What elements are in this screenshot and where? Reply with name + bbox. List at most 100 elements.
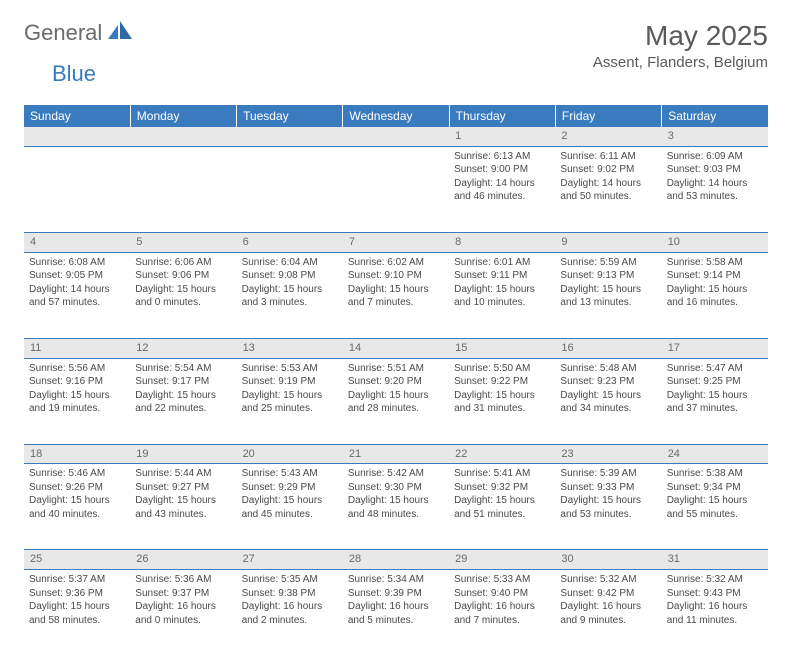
day-cell-text: Sunrise: 5:32 AMSunset: 9:43 PMDaylight:… xyxy=(667,573,763,627)
day-number: 5 xyxy=(130,232,236,252)
day-header: Tuesday xyxy=(237,105,343,127)
day-number: 12 xyxy=(130,338,236,358)
day-cell-text: Sunrise: 5:39 AMSunset: 9:33 PMDaylight:… xyxy=(560,467,656,521)
week-row: Sunrise: 5:56 AMSunset: 9:16 PMDaylight:… xyxy=(24,358,768,444)
day-cell: Sunrise: 5:38 AMSunset: 9:34 PMDaylight:… xyxy=(662,464,768,550)
day-cell: Sunrise: 5:33 AMSunset: 9:40 PMDaylight:… xyxy=(449,570,555,656)
day-cell-text: Sunrise: 6:08 AMSunset: 9:05 PMDaylight:… xyxy=(29,256,125,310)
day-cell: Sunrise: 5:44 AMSunset: 9:27 PMDaylight:… xyxy=(130,464,236,550)
day-cell: Sunrise: 5:35 AMSunset: 9:38 PMDaylight:… xyxy=(237,570,343,656)
day-cell: Sunrise: 6:13 AMSunset: 9:00 PMDaylight:… xyxy=(449,146,555,232)
day-number: 10 xyxy=(662,232,768,252)
day-number-row: 18192021222324 xyxy=(24,444,768,464)
day-cell-text: Sunrise: 5:46 AMSunset: 9:26 PMDaylight:… xyxy=(29,467,125,521)
day-number: 28 xyxy=(343,550,449,570)
day-number: 6 xyxy=(237,232,343,252)
day-header: Sunday xyxy=(24,105,130,127)
day-cell: Sunrise: 5:36 AMSunset: 9:37 PMDaylight:… xyxy=(130,570,236,656)
day-cell: Sunrise: 5:32 AMSunset: 9:42 PMDaylight:… xyxy=(555,570,661,656)
week-row: Sunrise: 5:37 AMSunset: 9:36 PMDaylight:… xyxy=(24,570,768,656)
day-cell-text: Sunrise: 6:11 AMSunset: 9:02 PMDaylight:… xyxy=(560,150,656,204)
day-number xyxy=(24,127,130,146)
day-cell-text: Sunrise: 5:58 AMSunset: 9:14 PMDaylight:… xyxy=(667,256,763,310)
day-number: 14 xyxy=(343,338,449,358)
day-number-row: 25262728293031 xyxy=(24,550,768,570)
day-cell: Sunrise: 5:56 AMSunset: 9:16 PMDaylight:… xyxy=(24,358,130,444)
day-number xyxy=(237,127,343,146)
day-cell xyxy=(130,146,236,232)
day-cell-text: Sunrise: 6:04 AMSunset: 9:08 PMDaylight:… xyxy=(242,256,338,310)
day-cell xyxy=(343,146,449,232)
day-cell-text: Sunrise: 5:35 AMSunset: 9:38 PMDaylight:… xyxy=(242,573,338,627)
day-cell: Sunrise: 5:34 AMSunset: 9:39 PMDaylight:… xyxy=(343,570,449,656)
day-number: 26 xyxy=(130,550,236,570)
day-cell: Sunrise: 6:06 AMSunset: 9:06 PMDaylight:… xyxy=(130,252,236,338)
day-cell: Sunrise: 5:42 AMSunset: 9:30 PMDaylight:… xyxy=(343,464,449,550)
day-cell-text: Sunrise: 5:50 AMSunset: 9:22 PMDaylight:… xyxy=(454,362,550,416)
logo: General xyxy=(24,20,136,46)
day-header: Thursday xyxy=(449,105,555,127)
day-cell-text: Sunrise: 6:01 AMSunset: 9:11 PMDaylight:… xyxy=(454,256,550,310)
day-cell: Sunrise: 5:41 AMSunset: 9:32 PMDaylight:… xyxy=(449,464,555,550)
day-number: 17 xyxy=(662,338,768,358)
day-cell-text: Sunrise: 5:48 AMSunset: 9:23 PMDaylight:… xyxy=(560,362,656,416)
week-row: Sunrise: 6:08 AMSunset: 9:05 PMDaylight:… xyxy=(24,252,768,338)
day-cell-text: Sunrise: 5:34 AMSunset: 9:39 PMDaylight:… xyxy=(348,573,444,627)
day-cell-text: Sunrise: 6:13 AMSunset: 9:00 PMDaylight:… xyxy=(454,150,550,204)
day-cell-text: Sunrise: 5:37 AMSunset: 9:36 PMDaylight:… xyxy=(29,573,125,627)
day-number-row: 45678910 xyxy=(24,232,768,252)
day-cell: Sunrise: 5:47 AMSunset: 9:25 PMDaylight:… xyxy=(662,358,768,444)
logo-text-general: General xyxy=(24,20,102,46)
day-cell: Sunrise: 6:02 AMSunset: 9:10 PMDaylight:… xyxy=(343,252,449,338)
day-number: 29 xyxy=(449,550,555,570)
day-cell-text: Sunrise: 5:44 AMSunset: 9:27 PMDaylight:… xyxy=(135,467,231,521)
day-number: 1 xyxy=(449,127,555,146)
day-number: 13 xyxy=(237,338,343,358)
day-number: 21 xyxy=(343,444,449,464)
day-cell-text: Sunrise: 5:38 AMSunset: 9:34 PMDaylight:… xyxy=(667,467,763,521)
day-cell: Sunrise: 6:11 AMSunset: 9:02 PMDaylight:… xyxy=(555,146,661,232)
day-cell: Sunrise: 6:04 AMSunset: 9:08 PMDaylight:… xyxy=(237,252,343,338)
day-header: Saturday xyxy=(662,105,768,127)
day-number: 11 xyxy=(24,338,130,358)
day-header: Wednesday xyxy=(343,105,449,127)
day-cell-text: Sunrise: 5:59 AMSunset: 9:13 PMDaylight:… xyxy=(560,256,656,310)
day-header: Friday xyxy=(555,105,661,127)
day-cell: Sunrise: 6:08 AMSunset: 9:05 PMDaylight:… xyxy=(24,252,130,338)
day-number: 8 xyxy=(449,232,555,252)
day-number: 20 xyxy=(237,444,343,464)
day-cell: Sunrise: 5:59 AMSunset: 9:13 PMDaylight:… xyxy=(555,252,661,338)
day-cell-text: Sunrise: 5:43 AMSunset: 9:29 PMDaylight:… xyxy=(242,467,338,521)
day-number: 15 xyxy=(449,338,555,358)
week-row: Sunrise: 6:13 AMSunset: 9:00 PMDaylight:… xyxy=(24,146,768,232)
day-header: Monday xyxy=(130,105,236,127)
day-cell: Sunrise: 5:54 AMSunset: 9:17 PMDaylight:… xyxy=(130,358,236,444)
day-cell: Sunrise: 6:09 AMSunset: 9:03 PMDaylight:… xyxy=(662,146,768,232)
day-cell-text: Sunrise: 5:32 AMSunset: 9:42 PMDaylight:… xyxy=(560,573,656,627)
day-cell-text: Sunrise: 5:33 AMSunset: 9:40 PMDaylight:… xyxy=(454,573,550,627)
day-cell: Sunrise: 5:37 AMSunset: 9:36 PMDaylight:… xyxy=(24,570,130,656)
day-number: 27 xyxy=(237,550,343,570)
day-number: 7 xyxy=(343,232,449,252)
day-cell-text: Sunrise: 5:51 AMSunset: 9:20 PMDaylight:… xyxy=(348,362,444,416)
day-number: 19 xyxy=(130,444,236,464)
day-number: 3 xyxy=(662,127,768,146)
day-cell-text: Sunrise: 6:09 AMSunset: 9:03 PMDaylight:… xyxy=(667,150,763,204)
day-cell-text: Sunrise: 5:36 AMSunset: 9:37 PMDaylight:… xyxy=(135,573,231,627)
day-number: 9 xyxy=(555,232,661,252)
day-number xyxy=(343,127,449,146)
day-number: 25 xyxy=(24,550,130,570)
day-cell: Sunrise: 5:53 AMSunset: 9:19 PMDaylight:… xyxy=(237,358,343,444)
day-cell-text: Sunrise: 5:41 AMSunset: 9:32 PMDaylight:… xyxy=(454,467,550,521)
day-number: 24 xyxy=(662,444,768,464)
day-number-row: 11121314151617 xyxy=(24,338,768,358)
day-cell xyxy=(24,146,130,232)
day-number-row: 123 xyxy=(24,127,768,146)
day-number: 4 xyxy=(24,232,130,252)
day-cell-text: Sunrise: 5:42 AMSunset: 9:30 PMDaylight:… xyxy=(348,467,444,521)
day-number: 18 xyxy=(24,444,130,464)
day-cell xyxy=(237,146,343,232)
day-cell-text: Sunrise: 5:56 AMSunset: 9:16 PMDaylight:… xyxy=(29,362,125,416)
week-row: Sunrise: 5:46 AMSunset: 9:26 PMDaylight:… xyxy=(24,464,768,550)
day-header-row: Sunday Monday Tuesday Wednesday Thursday… xyxy=(24,105,768,127)
